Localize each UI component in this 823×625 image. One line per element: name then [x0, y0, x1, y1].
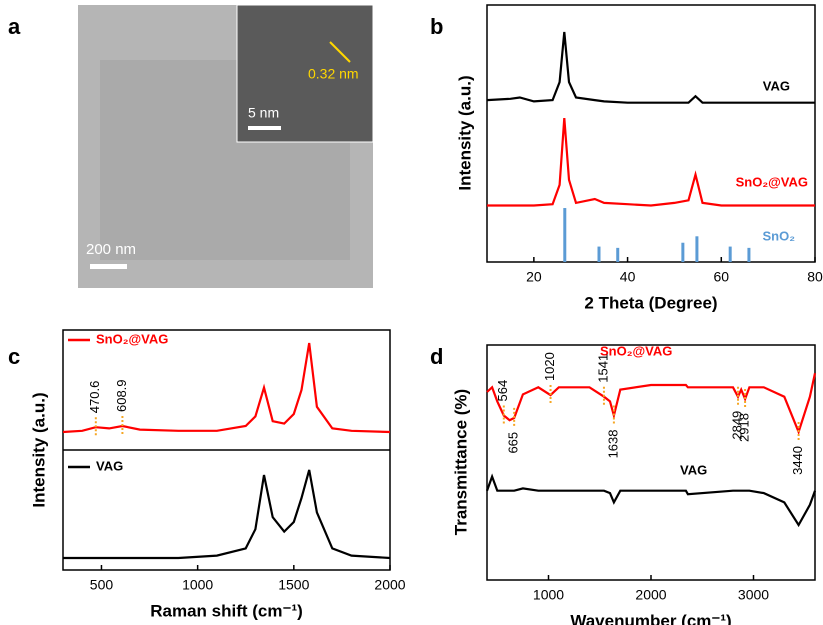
x-tick-label: 1000 — [182, 577, 213, 593]
spectrum-line — [487, 373, 815, 432]
peak-label: 564 — [495, 380, 510, 402]
peak-label: 1020 — [542, 352, 557, 381]
peak-label: 2918 — [737, 413, 752, 442]
plot-frame — [487, 5, 815, 262]
figure: a 200 nm 5 nm 0.32 nm b 20 40 60 80 2 Theta (… — [0, 0, 823, 625]
x-tick-label: 80 — [807, 269, 823, 285]
peak-label: 3440 — [790, 446, 805, 475]
inset-scale-bar — [248, 126, 281, 130]
x-tick-label: 2000 — [374, 577, 405, 593]
spectrum-line — [487, 477, 815, 525]
x-tick-label: 2000 — [635, 587, 666, 603]
plot-frame — [487, 345, 815, 580]
x-tick-label: 40 — [620, 269, 636, 285]
panel-label: c — [8, 344, 20, 369]
x-tick-label: 3000 — [738, 587, 769, 603]
spectrum-line — [487, 118, 815, 205]
spectrum-line — [63, 470, 390, 558]
x-tick-label: 500 — [90, 577, 114, 593]
x-axis-title: Raman shift (cm⁻¹) — [150, 601, 303, 620]
lattice-spacing: 0.32 nm — [308, 66, 359, 82]
x-axis-title: 2 Theta (Degree) — [584, 293, 717, 312]
peak-label: 665 — [506, 432, 521, 454]
series-label: SnO₂ — [763, 228, 796, 243]
peak-label: 470.6 — [87, 381, 102, 414]
panel-label: b — [430, 14, 443, 39]
series-label: SnO₂@VAG — [600, 343, 672, 358]
x-tick-label: 20 — [526, 269, 542, 285]
y-axis-title: Intensity (a.u.) — [455, 75, 474, 190]
peak-label: 608.9 — [114, 379, 129, 412]
series-label: VAG — [763, 78, 790, 93]
x-axis-title: Wavenumber (cm⁻¹) — [570, 611, 731, 625]
y-axis-title: Transmittance (%) — [451, 389, 470, 535]
y-axis-title: Intensity (a.u.) — [29, 392, 48, 507]
x-tick-label: 60 — [713, 269, 729, 285]
series-label: VAG — [680, 462, 707, 477]
peak-label: 1541 — [595, 354, 610, 383]
panel-label: d — [430, 344, 443, 369]
x-tick-label: 1500 — [278, 577, 309, 593]
series-label: VAG — [96, 458, 123, 473]
inset-scale-label: 5 nm — [248, 105, 279, 121]
x-tick-label: 1000 — [533, 587, 564, 603]
series-label: SnO₂@VAG — [736, 174, 808, 189]
scale-bar-label: 200 nm — [86, 241, 136, 258]
spectrum-line — [63, 343, 390, 432]
scale-bar — [90, 264, 127, 269]
panel-label: a — [8, 14, 21, 39]
peak-label: 1638 — [605, 430, 620, 459]
series-label: SnO₂@VAG — [96, 331, 168, 346]
